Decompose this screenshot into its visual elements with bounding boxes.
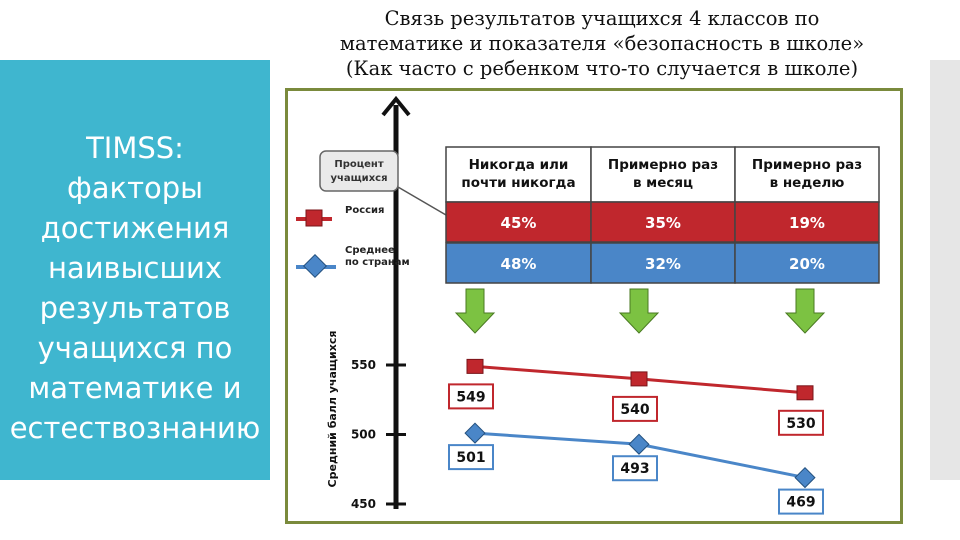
side-title-line: учащихся по [37,331,233,365]
data-point [794,466,816,489]
table-cell [734,242,880,284]
callout-label: Процент [334,159,384,170]
data-point [628,433,650,455]
table-cell [734,201,880,243]
legend-label-russia: Россия [345,205,384,216]
table-header-text: Примерно раз [752,157,862,173]
callout-box [319,150,399,192]
data-label-box [778,409,824,436]
chart-canvas: Процент учащихся Никогда или почти никогда П… [296,95,880,515]
data-point [796,385,814,401]
data-label: 530 [786,416,815,432]
y-axis-arrowhead [381,95,411,117]
side-title-line: наивысших [47,251,223,285]
data-point [630,371,648,387]
table-cell-value: 20% [789,255,825,273]
callout-label: учащихся [331,173,388,184]
table-cell-value: 35% [645,214,681,232]
table-header-text: Примерно раз [608,157,718,173]
chart-title-line: математике и показателя «безопасность в … [339,32,865,55]
data-label-box [612,455,658,482]
data-label-box [448,383,494,410]
y-tick-label: 550 [351,358,376,372]
side-title-line: факторы [66,171,204,205]
data-point [464,422,486,444]
down-arrow-icon [784,288,826,334]
y-axis-label: Средний балл учащихся [326,331,339,488]
side-title-line: TIMSS: [86,131,184,165]
data-label: 549 [456,389,485,405]
chart-title-line: (Как часто с ребенком что-то случается в… [345,57,859,80]
legend-marker-average [302,253,328,279]
table-cell [590,242,736,284]
data-label: 493 [620,461,649,477]
table-header-cell [590,146,736,203]
legend-label-average: Среднее [345,245,395,256]
data-label: 469 [786,495,815,511]
y-tick-label: 450 [351,497,376,511]
data-label-box [448,444,494,471]
chart-title-line: Связь результатов учащихся 4 классов по [384,7,820,30]
chart-title: Связь результатов учащихся 4 классов по … [282,6,922,81]
table-header-text: в месяц [633,175,693,191]
down-arrow-icon [454,288,496,334]
right-edge-bar [930,60,960,480]
table-header-text: Никогда или [469,157,569,173]
callout-pointer [397,186,447,216]
data-label: 540 [620,402,649,418]
data-point [466,358,484,374]
legend-label-average: по странам [345,257,410,268]
y-tick-label: 500 [351,428,376,442]
table-header-text: в неделю [770,175,845,191]
data-label-box [778,488,824,515]
legend-marker-russia [305,209,323,227]
data-label: 501 [456,450,485,466]
down-arrow-icon [618,288,660,334]
table-header-text: почти никогда [461,175,575,191]
table-cell-value: 48% [501,255,537,273]
side-title-line: результатов [39,291,231,325]
side-title-line: достижения [40,211,230,245]
table-cell-value: 19% [789,214,825,232]
data-label-box [612,395,658,422]
side-panel-title: TIMSS: факторы достижения наивысших резу… [0,128,270,448]
side-panel [0,60,270,480]
table-cell-value: 32% [645,255,681,273]
side-title-line: математике и [28,371,242,405]
table-header-cell [734,146,880,203]
table-cell [445,201,592,243]
side-title-line: естествознанию [9,411,261,445]
table-cell-value: 45% [501,214,537,232]
